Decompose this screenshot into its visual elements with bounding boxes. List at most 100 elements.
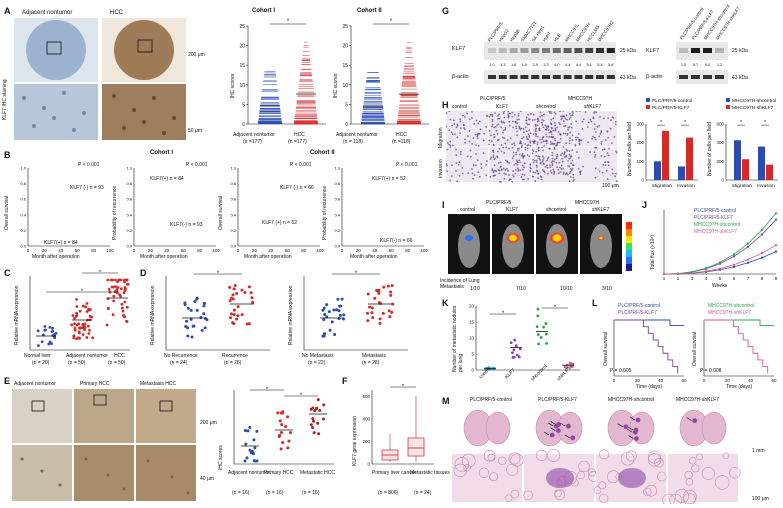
data-point [514,344,518,348]
data-point [119,287,123,291]
cell [599,116,601,118]
alveolus [656,471,667,482]
cell [536,124,539,127]
band-actin [552,75,561,79]
sig-star: * [287,19,290,25]
cell [571,111,574,113]
cell [559,133,562,136]
alveolus [654,457,664,468]
m-header-2: MHCC97H-shcontrol [608,397,655,403]
cell [542,170,545,173]
x-tick-label: 40 [748,378,754,383]
cell [551,160,554,163]
signal-core [509,234,517,242]
cell [534,125,537,128]
cell [503,178,506,180]
y-tick-label: 0 [471,368,474,373]
cell [602,163,605,166]
data-point [544,332,548,336]
data-point [236,314,240,318]
quant-value: 1.8 [511,63,516,67]
data-point [511,351,514,355]
alveolus [508,452,521,465]
i-sub-3: shKLF7 [592,207,610,213]
cell [610,119,612,121]
h-sub-0: control [452,104,468,110]
band-klf7 [606,48,615,53]
cell [516,118,519,121]
cell [477,144,480,147]
e-group-1: Primary HCC [264,470,294,476]
data-point [322,403,326,407]
data-point [246,429,250,433]
y-tick-label: 0.6 [334,197,340,202]
legend-label: PLC/PRF/5-KLF7 [652,105,690,111]
data-point [338,313,342,317]
cell [582,165,584,168]
alveolus [461,453,476,468]
cell [589,118,592,121]
cell [511,146,514,149]
cell [547,129,550,131]
j-legend-0: PLC/PRF/5-control [694,208,736,214]
f-n-0: (n = 806) [378,490,399,496]
cohort2-title: Cohort II [357,8,382,14]
cell [521,137,524,140]
alveolus [689,456,697,465]
alveolus [620,451,635,466]
cell [495,129,498,132]
data-point [231,297,235,301]
data-point [202,312,206,316]
cell [535,161,538,163]
data-point [276,411,280,415]
quant-value: 5.4 [597,63,602,67]
transwell-field [532,111,574,146]
cell [503,137,506,140]
cell [451,164,453,167]
cell [568,150,571,152]
cell [533,118,536,121]
x-tick-label: 100 [420,248,428,253]
cell [554,121,556,124]
data-point [278,419,282,423]
cell [495,170,498,173]
cell [593,128,596,130]
data-point [284,424,288,428]
cell [475,119,478,122]
data-point [48,340,52,344]
cell [574,143,577,146]
cell [562,115,565,118]
cell [482,139,485,142]
cell [478,132,481,135]
cell [558,121,560,124]
data-point [388,315,392,319]
cell [594,154,597,156]
cell [593,151,596,154]
data-point [125,320,129,324]
cell [503,172,506,175]
data-point [189,317,193,321]
sig-star: * [81,289,84,295]
cell [614,175,617,178]
cell [600,130,603,132]
cell [512,126,514,129]
cell [523,155,526,157]
metastatic-nodule [623,424,629,430]
cell [473,122,476,125]
alveolus [535,449,548,462]
cell [609,127,612,130]
data-point [245,322,249,326]
cell [519,169,522,172]
cell [550,170,552,172]
x-tick-label: 1 [663,276,666,281]
cohort1-title: Cohort I [252,8,275,14]
l-p-left: P = 0.005 [610,368,632,374]
data-point [243,291,247,295]
cell [595,131,597,133]
alveolus [587,468,596,477]
cell [572,180,575,182]
cell [532,161,535,164]
data-point [249,291,253,295]
cell [556,166,558,169]
